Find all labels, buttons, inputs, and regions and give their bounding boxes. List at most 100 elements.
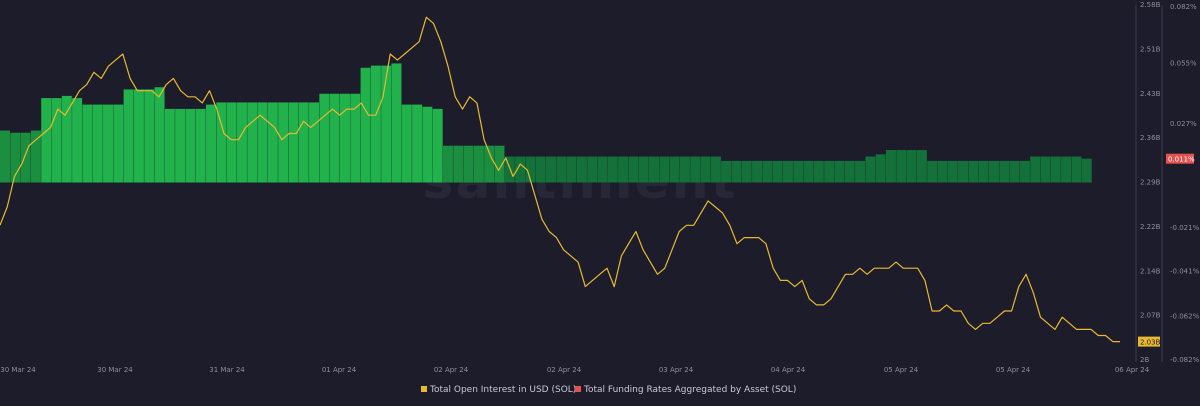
funding-rate-bar bbox=[381, 65, 392, 183]
funding-rate-bar bbox=[257, 102, 268, 183]
open-interest-line bbox=[0, 16, 1120, 343]
funding-rate-bar bbox=[885, 150, 896, 183]
x-tick-label: 05 Apr 24 bbox=[996, 366, 1031, 374]
y-tick-label-left: 2.22B bbox=[1140, 223, 1161, 231]
funding-rate-bar bbox=[1030, 156, 1041, 183]
funding-rate-bar bbox=[10, 132, 21, 183]
funding-rate-bar bbox=[236, 102, 247, 183]
funding-rate-bar bbox=[144, 89, 155, 183]
x-tick-label: 30 Mar 24 bbox=[0, 366, 36, 374]
funding-rate-bar bbox=[195, 108, 206, 183]
funding-rate-bar bbox=[453, 145, 464, 183]
y-tick-label-left: 2.29B bbox=[1140, 179, 1161, 187]
funding-rate-bar bbox=[247, 102, 258, 183]
funding-rate-bar bbox=[484, 145, 495, 183]
funding-rate-bar bbox=[978, 160, 989, 183]
open-interest-line-layer bbox=[0, 16, 1120, 343]
y-tick-label-left: 2.36B bbox=[1140, 134, 1161, 142]
funding-rate-bar bbox=[401, 104, 412, 183]
funding-rate-bar bbox=[628, 156, 639, 183]
funding-rate-bar bbox=[916, 150, 927, 183]
y-tick-label-right: 0.082% bbox=[1170, 3, 1197, 11]
funding-rate-bar bbox=[216, 102, 227, 183]
y-tick-label-right: 0.055% bbox=[1170, 59, 1197, 67]
funding-rate-bar bbox=[947, 160, 958, 183]
funding-rate-bar bbox=[1040, 156, 1051, 183]
x-tick-label: 05 Apr 24 bbox=[884, 366, 919, 374]
funding-rate-bar bbox=[669, 156, 680, 183]
funding-rate-bar bbox=[298, 102, 309, 183]
funding-rate-bar bbox=[1019, 160, 1030, 183]
funding-rate-bar bbox=[442, 145, 453, 183]
funding-rate-bar bbox=[958, 160, 969, 183]
legend-swatch bbox=[421, 386, 427, 392]
funding-rate-bar bbox=[1081, 158, 1092, 183]
funding-rate-bar bbox=[164, 108, 175, 183]
current-funding-badge bbox=[1166, 153, 1194, 164]
funding-rate-bar bbox=[721, 160, 732, 183]
funding-rate-bar bbox=[175, 108, 186, 183]
funding-rate-bar bbox=[1071, 156, 1082, 183]
funding-rate-bar bbox=[546, 156, 556, 183]
current-oi-value: 2.03B bbox=[1140, 339, 1161, 347]
funding-rate-bar bbox=[422, 106, 433, 183]
funding-rate-bar bbox=[566, 156, 577, 183]
funding-rate-bar bbox=[412, 104, 423, 183]
funding-rate-bar bbox=[772, 160, 783, 183]
funding-rate-bar bbox=[607, 156, 618, 183]
funding-rate-bar bbox=[288, 102, 299, 183]
x-tick-label: 04 Apr 24 bbox=[771, 366, 806, 374]
funding-rate-bar bbox=[226, 102, 237, 183]
funding-rate-bar bbox=[690, 156, 701, 183]
x-tick-label: 02 Apr 24 bbox=[547, 366, 582, 374]
funding-rate-bar bbox=[350, 93, 361, 183]
legend-swatch bbox=[575, 386, 581, 392]
legend-label: Total Funding Rates Aggregated by Asset … bbox=[583, 385, 796, 395]
funding-rate-bar bbox=[844, 160, 855, 183]
funding-rate-bar bbox=[51, 98, 62, 183]
funding-rate-bar bbox=[309, 102, 320, 183]
x-tick-label: 01 Apr 24 bbox=[322, 366, 357, 374]
funding-rate-bar bbox=[824, 160, 835, 183]
funding-rate-bar bbox=[432, 108, 443, 183]
legend-item-funding-rate[interactable]: Total Funding Rates Aggregated by Asset … bbox=[575, 385, 796, 395]
y-tick-label-left: 2.14B bbox=[1140, 267, 1161, 275]
funding-rate-bar bbox=[20, 132, 31, 183]
funding-rate-bar bbox=[515, 156, 526, 183]
funding-rate-bar bbox=[700, 156, 711, 183]
funding-rate-bar bbox=[999, 160, 1010, 183]
y-tick-label-left: 2B bbox=[1140, 356, 1149, 364]
funding-rate-bar bbox=[906, 150, 917, 183]
funding-rate-bar bbox=[741, 160, 752, 183]
y-tick-label-right: -0.062% bbox=[1170, 313, 1200, 321]
funding-rate-bar bbox=[41, 98, 52, 183]
funding-rate-bar bbox=[855, 160, 866, 183]
funding-rate-bar bbox=[319, 93, 330, 183]
funding-rate-bar bbox=[875, 154, 886, 183]
funding-rate-bar bbox=[0, 130, 10, 183]
funding-rate-bar bbox=[659, 156, 670, 183]
funding-rate-bar bbox=[206, 104, 217, 183]
funding-rate-bar bbox=[618, 156, 629, 183]
funding-rate-bar bbox=[597, 156, 608, 183]
funding-rate-bar bbox=[339, 93, 350, 183]
funding-rate-bar bbox=[1050, 156, 1061, 183]
y-tick-label-right: -0.082% bbox=[1170, 356, 1200, 364]
axes: 2.58B 2.51B 2.43B 2.36B 2.29B 2.22B 2.14B 2.07B… bbox=[0, 1, 1199, 374]
y-tick-label-left: 2.07B bbox=[1140, 312, 1161, 320]
y-tick-label-left: 2.43B bbox=[1140, 90, 1161, 98]
legend-label: Total Open Interest in USD (SOL) bbox=[429, 385, 576, 395]
current-funding-value: 0.011% bbox=[1168, 156, 1195, 164]
x-tick-label: 03 Apr 24 bbox=[659, 366, 694, 374]
current-oi-badge bbox=[1138, 336, 1160, 347]
funding-rate-bar bbox=[988, 160, 999, 183]
funding-rate-bar bbox=[154, 87, 165, 183]
legend-item-open-interest[interactable]: Total Open Interest in USD (SOL) bbox=[421, 385, 576, 395]
funding-rate-bar bbox=[278, 102, 289, 183]
funding-rate-bar bbox=[123, 89, 134, 183]
funding-rate-bar bbox=[649, 156, 660, 183]
funding-rate-bar bbox=[494, 145, 505, 183]
y-tick-label-right: 0.027% bbox=[1170, 120, 1197, 128]
